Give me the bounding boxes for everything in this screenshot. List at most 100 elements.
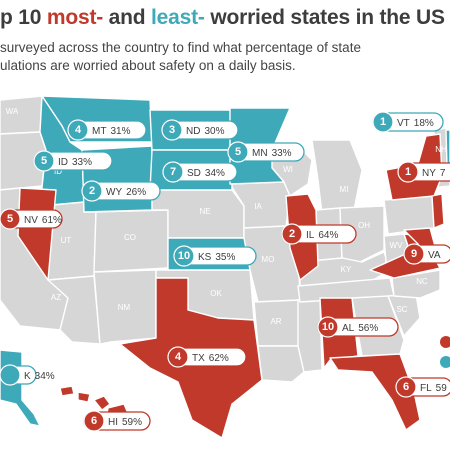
legend-dot-least (440, 356, 450, 368)
rank-badge (317, 316, 339, 338)
rank-number: 5 (235, 146, 241, 158)
subtitle-line-1: surveyed across the country to find what… (0, 40, 361, 55)
callout-percent: 7 (440, 168, 446, 179)
state-label-nm: NM (118, 303, 131, 312)
state-nc (391, 269, 441, 299)
rank-number: 2 (289, 228, 295, 240)
state-label-mo: MO (262, 255, 275, 264)
callout-id: 5 ID 33% (33, 150, 113, 172)
title-most: most- (46, 6, 104, 29)
callout-state: FL (420, 383, 432, 394)
callout-state: IL (306, 230, 315, 241)
state-label-wv: WV (390, 241, 404, 250)
callout-label: SD 34% (187, 168, 225, 179)
callout-k: K 34% (0, 364, 55, 386)
state-label-nh: NH (435, 145, 447, 154)
callout-percent: 59% (122, 417, 142, 428)
state-label-ok: OK (210, 289, 222, 298)
state-label-nc: NC (416, 277, 428, 286)
rank-number: 4 (75, 124, 82, 136)
state-label-az: AZ (51, 293, 61, 302)
callout-nd: 3 ND 30% (161, 119, 239, 141)
callout-label: ID 33% (58, 157, 92, 168)
callout-state: ND (186, 126, 200, 137)
state-abbreviation-labels: WAIDNEIAUTCOMOKYWIMIOHINNCAZNMOKARSCWVNH (6, 107, 447, 326)
callout-ny: 1 NY 7 (397, 161, 450, 183)
callout-state: K (24, 371, 31, 382)
callout-percent: 62% (209, 353, 229, 364)
state-label-oh: OH (358, 221, 370, 230)
callout-wy: 2 WY 26% (81, 180, 161, 202)
callout-va: 9 VA (403, 243, 450, 265)
callout-state: KS (198, 252, 212, 263)
rank-number: 10 (322, 321, 334, 333)
rank-number: 6 (91, 415, 97, 427)
callout-percent: 18% (414, 118, 434, 129)
subtitle-line-2: ulations are worried about safety on a d… (0, 58, 296, 73)
callout-percent: 61% (42, 215, 62, 226)
state-hi-2 (77, 391, 91, 403)
callout-sd: 7 SD 34% (162, 161, 238, 183)
callout-label: MT 31% (92, 126, 131, 137)
rank-number: 5 (41, 155, 47, 167)
callout-state: VT (397, 118, 410, 129)
rank-number: 7 (170, 166, 176, 178)
rank-badge (173, 245, 195, 267)
callout-percent: 33% (272, 148, 292, 159)
state-fl (329, 353, 421, 431)
callout-label: TX 62% (192, 353, 229, 364)
title-suffix: worried states in the US (204, 6, 445, 29)
state-label-ky: KY (341, 265, 352, 274)
state-label-wa: WA (6, 107, 19, 116)
rank-badge (397, 161, 419, 183)
callout-state: ID (58, 157, 68, 168)
state-label-sc: SC (396, 305, 407, 314)
rank-number: 4 (175, 351, 182, 363)
state-label-ia: IA (254, 202, 262, 211)
state-nj (431, 193, 445, 229)
callout-il: 2 IL 64% (281, 223, 357, 245)
state-mi (311, 139, 363, 215)
state-label-wi: WI (283, 165, 293, 174)
callout-mn: 5 MN 33% (227, 141, 305, 163)
callout-label: ND 30% (186, 126, 225, 137)
callout-percent: 35% (215, 252, 235, 263)
callout-mt: 4 MT 31% (67, 119, 147, 141)
callout-state: MT (92, 126, 106, 137)
callout-percent: 34% (205, 168, 225, 179)
rank-number: 9 (411, 248, 417, 260)
rank-badge (281, 223, 303, 245)
callout-ks: 10 KS 35% (173, 245, 257, 267)
rank-badge (227, 141, 249, 163)
callout-label: NY 7 (422, 168, 446, 179)
callout-state: SD (187, 168, 201, 179)
rank-badge (0, 208, 21, 230)
state-oh (339, 205, 385, 263)
callout-percent: 31% (110, 126, 130, 137)
state-label-ut: UT (61, 236, 72, 245)
callout-percent: 30% (204, 126, 224, 137)
state-hi-3 (93, 395, 111, 411)
rank-number: 2 (89, 185, 95, 197)
callout-hi: 6 HI 59% (83, 410, 151, 432)
callout-label: HI 59% (108, 417, 142, 428)
callout-al: 10 AL 56% (317, 316, 399, 338)
state-label-ar: AR (270, 317, 281, 326)
callout-state: NY (422, 168, 436, 179)
state-callouts: 1 VT 18% 1 NY 7 4 MT 31% 3 ND 30% 5 ID 33% 5 MN 33% 7 SD 34%… (0, 111, 450, 432)
title-prefix: p 10 (0, 6, 47, 29)
callout-vt: 1 VT 18% (372, 111, 444, 133)
callout-state: NV (24, 215, 38, 226)
title-middle: and (103, 6, 152, 29)
rank-badge (403, 243, 425, 265)
callout-fl: 6 FL 59 (395, 376, 450, 398)
callout-state: HI (108, 417, 118, 428)
rank-badge (67, 119, 89, 141)
state-label-id: ID (54, 167, 62, 176)
rank-number: 3 (169, 124, 175, 136)
rank-number: 5 (7, 213, 13, 225)
state-vt (445, 129, 450, 167)
title-least: least- (151, 6, 205, 29)
callout-label: AL 56% (342, 323, 378, 334)
